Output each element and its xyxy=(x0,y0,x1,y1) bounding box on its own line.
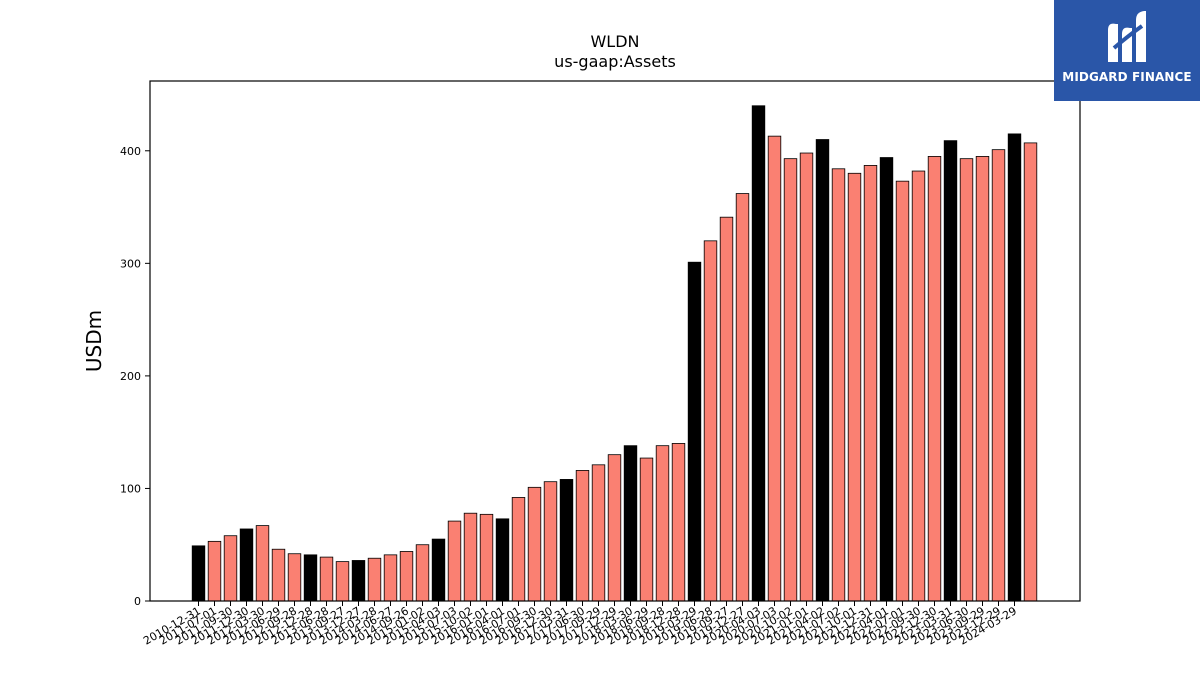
bar xyxy=(879,157,894,602)
bar xyxy=(367,557,382,602)
bar xyxy=(415,544,430,602)
bar xyxy=(463,512,478,602)
bar xyxy=(991,149,1006,602)
x-axis: 2010-12-312011-07-012011-09-302011-12-30… xyxy=(141,601,1019,648)
bars-layer xyxy=(191,105,1038,602)
bar xyxy=(271,548,286,602)
bar xyxy=(575,470,590,602)
bar xyxy=(895,180,910,602)
bar xyxy=(735,193,750,602)
bar xyxy=(943,140,958,602)
bar xyxy=(351,560,366,602)
chart-subtitle: us-gaap:Assets xyxy=(554,52,676,71)
bar xyxy=(527,486,542,602)
logo-text: MIDGARD FINANCE xyxy=(1062,70,1192,84)
bar xyxy=(799,152,814,602)
bar xyxy=(719,216,734,602)
bar xyxy=(783,158,798,602)
bar xyxy=(959,158,974,602)
bar xyxy=(399,551,414,602)
bar xyxy=(911,170,926,602)
y-tick-label: 100 xyxy=(120,482,141,495)
midgard-finance-logo: MIDGARD FINANCE xyxy=(1054,0,1200,101)
bar xyxy=(927,156,942,602)
bar xyxy=(687,261,702,602)
y-tick-label: 200 xyxy=(120,370,141,383)
bar xyxy=(831,168,846,602)
bar xyxy=(191,545,206,602)
bar xyxy=(383,554,398,602)
bar xyxy=(1007,133,1022,602)
bar xyxy=(671,443,686,602)
bar xyxy=(767,135,782,602)
chart-title: WLDN xyxy=(590,32,640,51)
y-axis-label: USDm xyxy=(82,310,106,372)
bar xyxy=(479,513,494,602)
bar xyxy=(975,156,990,602)
bar xyxy=(319,556,334,602)
bar xyxy=(559,479,574,602)
y-tick-label: 400 xyxy=(120,145,141,158)
bar xyxy=(607,454,622,602)
bar xyxy=(239,528,254,602)
bar xyxy=(255,525,270,602)
bar xyxy=(495,518,510,602)
bar xyxy=(1023,142,1038,602)
bar xyxy=(623,445,638,602)
bar xyxy=(591,464,606,602)
bar xyxy=(207,540,222,602)
bar xyxy=(703,240,718,602)
bar xyxy=(223,535,238,602)
bar xyxy=(655,445,670,602)
logo-mark-icon xyxy=(1108,11,1146,63)
bar xyxy=(863,165,878,602)
y-tick-label: 0 xyxy=(134,595,141,608)
bar xyxy=(847,172,862,602)
bar xyxy=(639,457,654,602)
bar xyxy=(335,561,350,602)
bar xyxy=(287,553,302,602)
y-axis: 0 100 200 300 400 xyxy=(120,145,150,608)
bar xyxy=(511,497,526,602)
bar xyxy=(431,538,446,602)
bar xyxy=(751,105,766,602)
bar xyxy=(303,554,318,602)
bar xyxy=(543,481,558,602)
bar xyxy=(447,520,462,602)
y-tick-label: 300 xyxy=(120,257,141,270)
bar xyxy=(815,139,830,602)
